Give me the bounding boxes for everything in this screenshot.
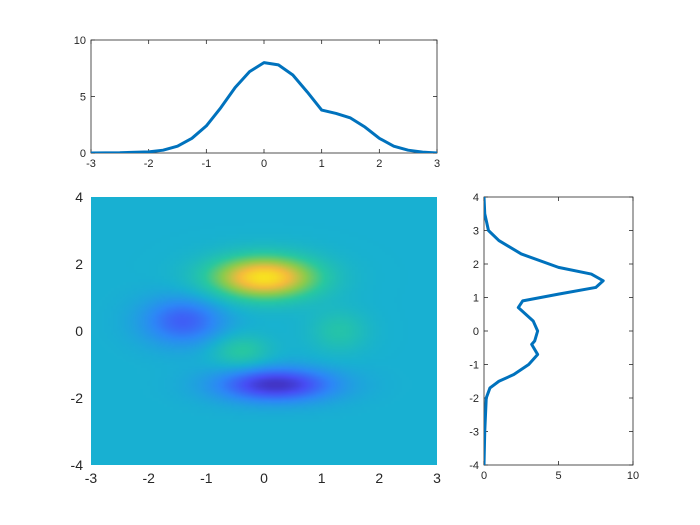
top-x-tick-label: 3 [434, 158, 440, 170]
top-y-tick-label: 0 [80, 148, 86, 160]
image-y-tick-label: -4 [71, 457, 84, 473]
image-y-tick-label: 0 [75, 323, 83, 339]
heatmap-image [91, 197, 437, 465]
side-y-tick-label: 0 [473, 326, 479, 338]
image-x-tick-label: -1 [200, 470, 213, 486]
top-x-tick-label: 2 [376, 158, 382, 170]
side-y-tick-label: -1 [469, 359, 479, 371]
side-y-tick-label: 1 [473, 292, 479, 304]
side-axes-frame [483, 196, 634, 466]
image-axes: -3 -2 -1 0 1 2 3 -4 -2 0 2 4 [71, 189, 442, 486]
top-x-tick-label: -2 [144, 158, 154, 170]
side-y-tick-label: -4 [469, 460, 479, 472]
image-x-tick-label: 0 [260, 470, 268, 486]
image-x-tick-label: 2 [375, 470, 383, 486]
side-y-tick-label: 2 [473, 259, 479, 271]
top-axes-frame [90, 39, 438, 154]
side-x-tick-label: 5 [555, 470, 561, 482]
side-y-tick-label: -2 [469, 393, 479, 405]
top-series-line [91, 61, 437, 153]
image-x-tick-label: -3 [85, 470, 98, 486]
top-x-tick-label: 1 [319, 158, 325, 170]
image-x-tick-label: -2 [142, 470, 155, 486]
image-x-tick-label: 1 [318, 470, 326, 486]
image-y-tick-label: 4 [75, 189, 83, 205]
side-y-tick-label: 4 [473, 192, 479, 204]
side-marginal-axes: 0 5 10 -4 -3 -2 -1 0 1 2 3 4 [469, 192, 639, 482]
side-series-line [484, 197, 605, 465]
side-x-tick-label: 10 [627, 470, 639, 482]
top-x-tick-label: -3 [86, 158, 96, 170]
top-x-tick-label: -1 [201, 158, 211, 170]
top-x-tick-label: 0 [261, 158, 267, 170]
top-y-tick-label: 5 [80, 91, 86, 103]
image-y-tick-label: 2 [75, 256, 83, 272]
side-y-tick-label: -3 [469, 426, 479, 438]
top-marginal-axes: -3 -2 -1 0 1 2 3 0 5 10 [74, 35, 440, 170]
image-y-tick-label: -2 [71, 390, 84, 406]
top-y-tick-label: 10 [74, 35, 86, 47]
image-x-tick-label: 3 [433, 470, 441, 486]
side-y-tick-label: 3 [473, 225, 479, 237]
side-x-tick-label: 0 [481, 470, 487, 482]
